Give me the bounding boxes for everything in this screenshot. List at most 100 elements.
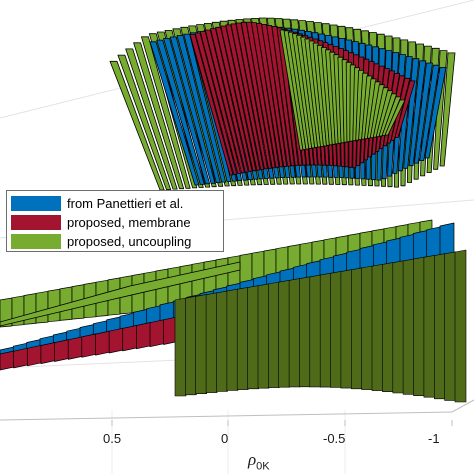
surface-strip-membrane <box>256 22 284 168</box>
surface-strip-uncoupling <box>384 99 406 136</box>
surface-strip-uncoupling <box>361 265 374 390</box>
surface-strip-uncoupling <box>381 96 402 136</box>
axis-line <box>451 399 474 413</box>
surface-strip-uncoupling <box>257 283 270 389</box>
legend-label: proposed, membrane <box>67 214 191 230</box>
x-tick-label: 0.5 <box>103 431 122 446</box>
surface-strip-uncoupling <box>308 40 324 147</box>
surface-strip-uncoupling <box>340 269 353 389</box>
surface-strip-panettieri <box>183 33 227 183</box>
surface-strip-uncoupling <box>444 251 456 401</box>
surface-strip-uncoupling <box>185 295 197 396</box>
surface-strip-uncoupling <box>299 276 311 388</box>
surface-strip-panettieri <box>403 58 420 169</box>
surface-strip-uncoupling <box>320 47 333 146</box>
surface-strip-uncoupling <box>319 272 332 388</box>
surface-strip-membrane <box>122 325 138 352</box>
legend-swatch-red <box>11 214 61 230</box>
surface-strip-membrane <box>13 347 28 369</box>
surface-strip-uncoupling <box>267 281 280 388</box>
surface-strip-uncoupling <box>329 51 339 145</box>
surface-strip-uncoupling <box>341 59 348 143</box>
surface-strip-uncoupling <box>0 261 241 327</box>
surface-strip-panettieri <box>408 60 427 167</box>
x-tick-label: 0 <box>221 431 229 446</box>
legend-label: proposed, uncoupling <box>67 233 192 249</box>
surface-strip-panettieri <box>424 67 447 159</box>
surface-strip-panettieri <box>163 38 211 185</box>
surface-strip-uncoupling <box>312 42 327 147</box>
surface-strip-uncoupling <box>140 36 191 189</box>
surface-strip-membrane <box>54 339 69 362</box>
x-tick-label: -0.5 <box>323 431 346 446</box>
surface-strip-uncoupling <box>288 278 301 388</box>
surface-strip-uncoupling <box>283 30 307 150</box>
surface-strip-membrane <box>95 330 110 356</box>
surface-strip-uncoupling <box>350 267 363 390</box>
surface-strip-uncoupling <box>375 90 394 138</box>
surface-strip-membrane <box>210 28 249 173</box>
legend-swatch-green <box>11 233 61 249</box>
surface-strip-uncoupling <box>309 274 322 388</box>
surface-strip-panettieri <box>419 64 440 162</box>
surface-strip-membrane <box>81 333 97 358</box>
surface-strip-uncoupling <box>125 48 178 190</box>
surface-strip-membrane <box>194 32 238 175</box>
surface-strip-membrane <box>271 26 295 167</box>
x-axis-line <box>0 411 453 421</box>
surface-strip-uncoupling <box>278 279 291 388</box>
surface-strip-panettieri <box>413 62 433 164</box>
surface-strip-uncoupling <box>454 249 467 403</box>
surface-strip-uncoupling <box>413 256 425 397</box>
surface-strip-panettieri <box>169 36 216 184</box>
legend-entry-uncoupling: proposed, uncoupling <box>11 232 191 250</box>
surface-strip-membrane <box>230 23 265 170</box>
surface-strip-membrane <box>136 322 151 350</box>
surface-strip-uncoupling <box>226 288 239 391</box>
surface-strip-uncoupling <box>364 78 377 140</box>
surface-strip-uncoupling <box>439 52 456 167</box>
legend-label: from Panettieri et al. <box>67 195 184 211</box>
surface-strip-uncoupling <box>236 286 249 390</box>
surface-strip-membrane <box>215 26 253 172</box>
surface-strip-uncoupling <box>133 42 185 190</box>
surface-strip-uncoupling <box>372 87 389 138</box>
surface-strip-membrane <box>240 21 272 169</box>
surface-strip-uncoupling <box>287 31 310 150</box>
surface-strip-uncoupling <box>423 255 436 398</box>
surface-strip-panettieri <box>149 41 200 186</box>
surface-strip-membrane <box>266 25 292 167</box>
surface-strip-panettieri <box>176 35 221 184</box>
x-axis-subscript: 0K <box>256 460 270 473</box>
surface-strip-membrane <box>250 22 280 168</box>
surface-strip-uncoupling <box>378 93 398 137</box>
surface-strip-membrane <box>40 342 56 364</box>
surface-strip-uncoupling <box>371 263 384 391</box>
surface-strip-uncoupling <box>216 290 228 392</box>
surface-strip-uncoupling <box>316 44 330 146</box>
surface-strip-uncoupling <box>382 262 394 393</box>
upper-surface <box>109 17 456 191</box>
surface-strip-uncoupling <box>330 270 342 388</box>
lower-surface <box>0 219 467 403</box>
x-tick-label: -1 <box>428 431 440 446</box>
surface-strip-membrane <box>67 336 83 360</box>
surface-strip-membrane <box>261 23 288 167</box>
axis-lines <box>0 399 474 426</box>
surface-strip-uncoupling <box>433 253 446 400</box>
surface-strip-uncoupling <box>300 36 319 148</box>
surface-strip-uncoupling <box>392 260 405 394</box>
surface-strip-uncoupling <box>174 297 187 397</box>
surface-strip-membrane <box>235 22 268 170</box>
surface-strip-uncoupling <box>291 33 313 149</box>
surface-strip-membrane <box>149 319 165 348</box>
surface-strip-membrane <box>394 80 416 138</box>
surface-strip-uncoupling <box>369 84 385 139</box>
surface-strip-uncoupling <box>117 54 172 191</box>
surface-strip-uncoupling <box>325 49 336 145</box>
surface-strip-uncoupling <box>205 292 218 393</box>
x-axis-symbol: ρ <box>248 450 257 469</box>
surface-strip-membrane <box>0 350 15 371</box>
surface-strip-uncoupling <box>247 285 259 390</box>
